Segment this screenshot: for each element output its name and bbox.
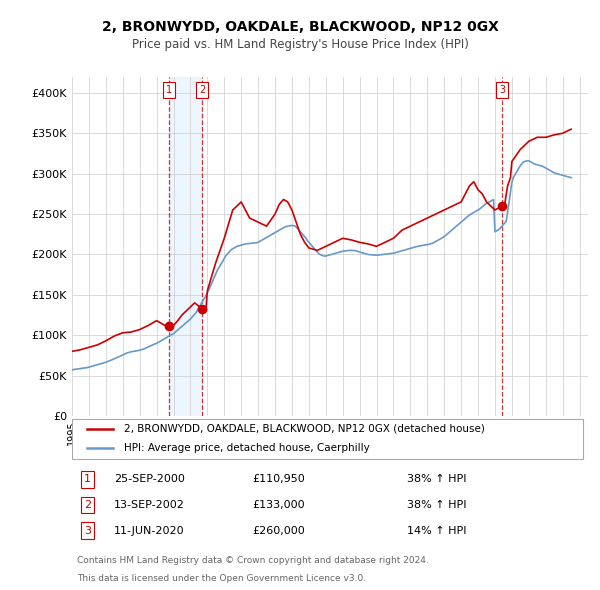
Bar xyxy=(169,77,202,416)
Text: 2: 2 xyxy=(199,86,205,95)
Text: HPI: Average price, detached house, Caerphilly: HPI: Average price, detached house, Caer… xyxy=(124,442,370,453)
Text: £260,000: £260,000 xyxy=(252,526,305,536)
Text: 38% ↑ HPI: 38% ↑ HPI xyxy=(407,474,467,484)
Text: This data is licensed under the Open Government Licence v3.0.: This data is licensed under the Open Gov… xyxy=(77,574,366,583)
Text: 1: 1 xyxy=(84,474,91,484)
Text: 38% ↑ HPI: 38% ↑ HPI xyxy=(407,500,467,510)
Text: £133,000: £133,000 xyxy=(252,500,305,510)
Text: £110,950: £110,950 xyxy=(252,474,305,484)
Text: 2: 2 xyxy=(84,500,91,510)
Text: 14% ↑ HPI: 14% ↑ HPI xyxy=(407,526,467,536)
Text: 2, BRONWYDD, OAKDALE, BLACKWOOD, NP12 0GX: 2, BRONWYDD, OAKDALE, BLACKWOOD, NP12 0G… xyxy=(101,19,499,34)
FancyBboxPatch shape xyxy=(72,419,583,460)
Text: 13-SEP-2002: 13-SEP-2002 xyxy=(114,500,185,510)
Text: 1: 1 xyxy=(166,86,172,95)
Text: 2, BRONWYDD, OAKDALE, BLACKWOOD, NP12 0GX (detached house): 2, BRONWYDD, OAKDALE, BLACKWOOD, NP12 0G… xyxy=(124,424,484,434)
Text: Price paid vs. HM Land Registry's House Price Index (HPI): Price paid vs. HM Land Registry's House … xyxy=(131,38,469,51)
Text: 25-SEP-2000: 25-SEP-2000 xyxy=(114,474,185,484)
Text: 3: 3 xyxy=(499,86,505,95)
Text: 3: 3 xyxy=(84,526,91,536)
Text: 11-JUN-2020: 11-JUN-2020 xyxy=(114,526,185,536)
Text: Contains HM Land Registry data © Crown copyright and database right 2024.: Contains HM Land Registry data © Crown c… xyxy=(77,556,429,565)
